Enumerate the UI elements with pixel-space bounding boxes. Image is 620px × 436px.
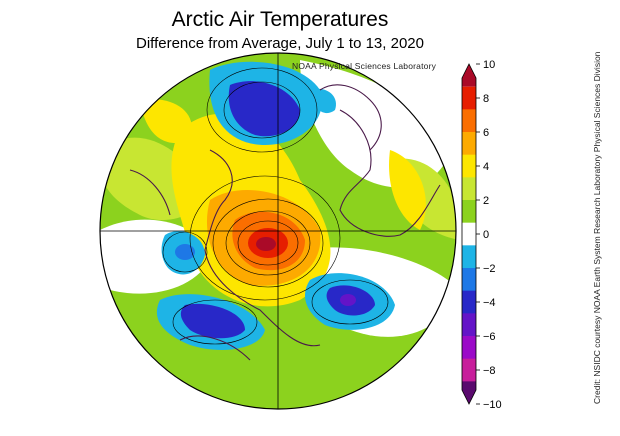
colorbar-segment [462,109,476,133]
colorbar-segment [462,313,476,337]
colorbar-tick-label: −4 [483,297,496,309]
cold-anomaly-bering-peak [340,294,356,306]
colorbar-tick-label: −10 [483,399,502,411]
colorbar-segment [462,381,476,404]
colorbar-segment [462,177,476,201]
colorbar-tick-label: −2 [483,263,496,275]
credit-text: Credit: NSIDC courtesy NOAA Earth System… [592,51,602,404]
colorbar-segment [462,200,476,224]
map-boundary [99,52,457,410]
colorbar-tick-label: 6 [483,127,489,139]
colorbar-tick-label: 2 [483,195,489,207]
colorbar-segment [462,222,476,246]
colorbar-tick-label: −6 [483,331,496,343]
cold-patch-north [310,88,336,114]
cold-anomaly-ural-core [175,244,195,260]
colorbar-segment [462,132,476,156]
warm-anomaly-peak [256,237,276,251]
colorbar-outline [461,63,477,405]
page-title: Arctic Air Temperatures [171,8,389,31]
colorbar-tick-label: 0 [483,229,489,241]
colorbar-segment [462,86,476,110]
colorbar-segment [462,245,476,269]
colorbar-segment [462,64,476,87]
colorbar-segment [462,358,476,382]
colorbar-segment [462,336,476,360]
source-label: NOAA Physical Sciences Laboratory [292,61,437,71]
warm-patch-nw [140,99,192,144]
page-subtitle: Difference from Average, July 1 to 13, 2… [136,35,424,52]
colorbar-tick-label: 4 [483,161,489,173]
contour-lines [162,67,389,345]
colorbar-tick-label: 8 [483,93,489,105]
colorbar-segment [462,290,476,314]
colorbar-tick-label: −8 [483,365,496,377]
colorbar-segment [462,154,476,178]
colorbar-segment [462,268,476,292]
warm-patch-ne [389,150,426,230]
colorbar-tick-label: 10 [483,59,495,71]
anomaly-zone-pacific-neutral [300,60,450,188]
cold-anomaly-atlantic-core [228,81,300,137]
cold-anomaly-siberia-core [180,303,245,339]
